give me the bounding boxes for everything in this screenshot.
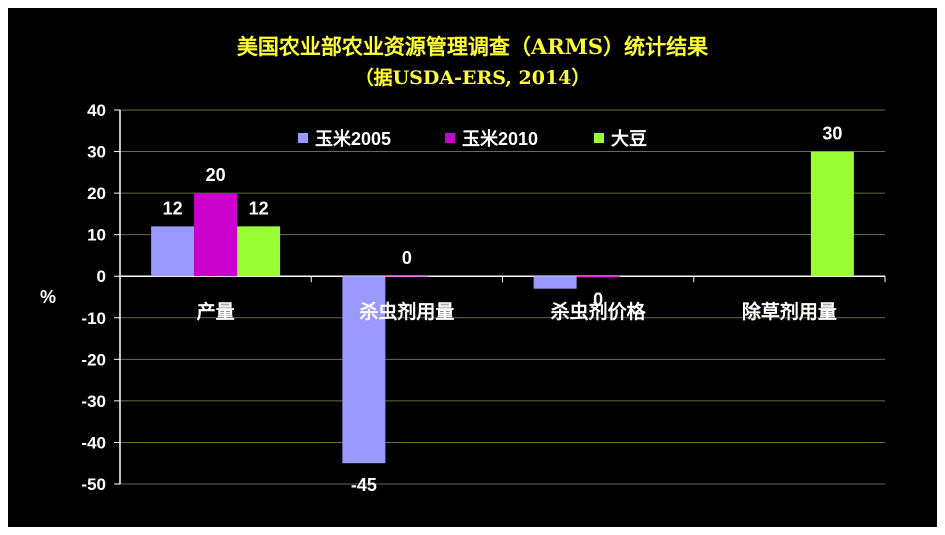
x-category-label: 杀虫剂用量 [359, 300, 454, 323]
bar [576, 276, 620, 278]
x-category-label: 除草剂用量 [742, 300, 837, 323]
y-tick-label: 40 [87, 101, 106, 120]
data-label: 20 [206, 165, 226, 185]
y-tick-label: -10 [81, 309, 106, 328]
legend-label: 玉米2010 [462, 128, 538, 149]
bar [342, 276, 386, 464]
chart-subtitle: （据USDA-ERS, 2014） [354, 67, 591, 89]
data-label: 30 [822, 124, 842, 144]
legend-label: 大豆 [611, 128, 647, 149]
legend-label: 玉米2005 [315, 128, 391, 149]
bar [533, 276, 577, 289]
chart-title: 美国农业部农业资源管理调查（ARMS）统计结果 [236, 34, 709, 59]
y-tick-label: 0 [97, 267, 106, 286]
x-category-label: 产量 [197, 300, 235, 323]
bar [237, 226, 281, 277]
y-tick-label: -50 [81, 475, 106, 494]
bar [194, 193, 238, 277]
y-axis-label: % [40, 287, 57, 307]
y-tick-label: -40 [81, 433, 106, 452]
data-label: 12 [249, 198, 269, 218]
legend-swatch [298, 133, 308, 143]
data-label: -45 [351, 475, 377, 495]
data-label: 12 [163, 198, 183, 218]
data-label: 0 [402, 248, 412, 268]
legend-swatch [445, 133, 455, 143]
bar [385, 276, 429, 277]
y-tick-label: 20 [87, 184, 106, 203]
bar [151, 226, 195, 277]
legend-swatch [594, 133, 604, 143]
y-tick-label: 30 [87, 143, 106, 162]
y-tick-label: -20 [81, 350, 106, 369]
y-tick-label: -30 [81, 392, 106, 411]
x-category-label: 杀虫剂价格 [551, 300, 647, 323]
data-label: 0 [593, 289, 603, 309]
bar [810, 151, 854, 277]
y-tick-label: 10 [87, 226, 106, 245]
